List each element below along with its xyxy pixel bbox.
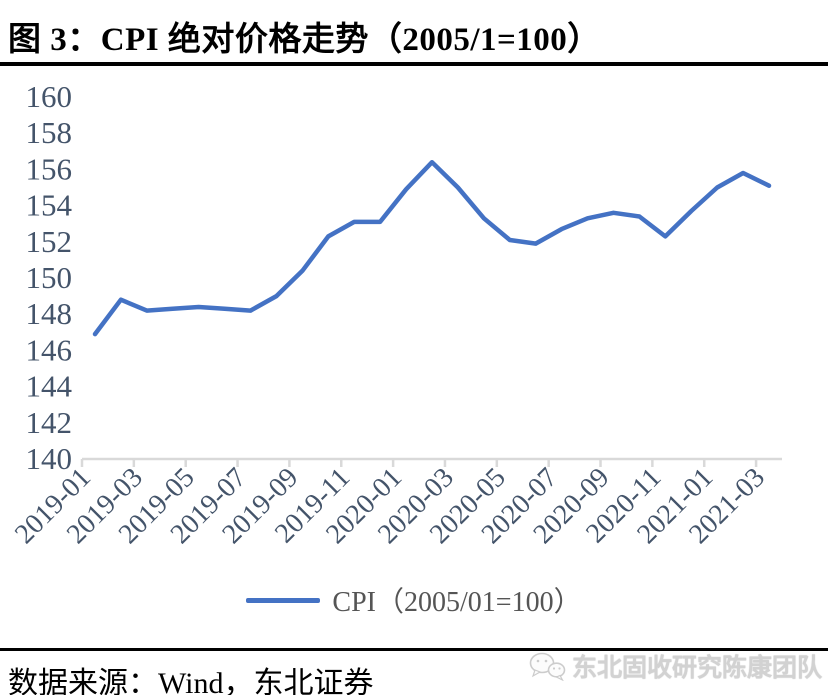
cpi-line-chart: 2019-012019-032019-052019-072019-092019-… (9, 79, 782, 547)
legend-line-swatch (246, 597, 321, 603)
data-source-note: 数据来源：Wind，东北证券 (8, 667, 374, 695)
svg-text:152: 152 (26, 224, 73, 259)
chart-legend: CPI（2005/01=100） (0, 582, 828, 618)
svg-text:158: 158 (26, 115, 73, 150)
svg-text:160: 160 (26, 79, 73, 114)
watermark: 东北固收研究陈康团队 (528, 650, 822, 682)
svg-text:144: 144 (26, 369, 73, 404)
figure-title: 图 3：CPI 绝对价格走势（2005/1=100） (8, 22, 601, 58)
title-divider (0, 62, 828, 66)
svg-text:146: 146 (26, 332, 73, 367)
svg-text:148: 148 (26, 296, 73, 331)
footer-divider (0, 648, 828, 651)
wechat-icon (529, 652, 566, 681)
svg-text:142: 142 (26, 405, 73, 440)
svg-text:154: 154 (26, 188, 73, 223)
watermark-text: 东北固收研究陈康团队 (571, 655, 822, 682)
svg-text:140: 140 (26, 441, 73, 476)
legend-label: CPI（2005/01=100） (332, 587, 582, 618)
svg-text:156: 156 (26, 151, 73, 186)
svg-text:150: 150 (26, 260, 73, 295)
